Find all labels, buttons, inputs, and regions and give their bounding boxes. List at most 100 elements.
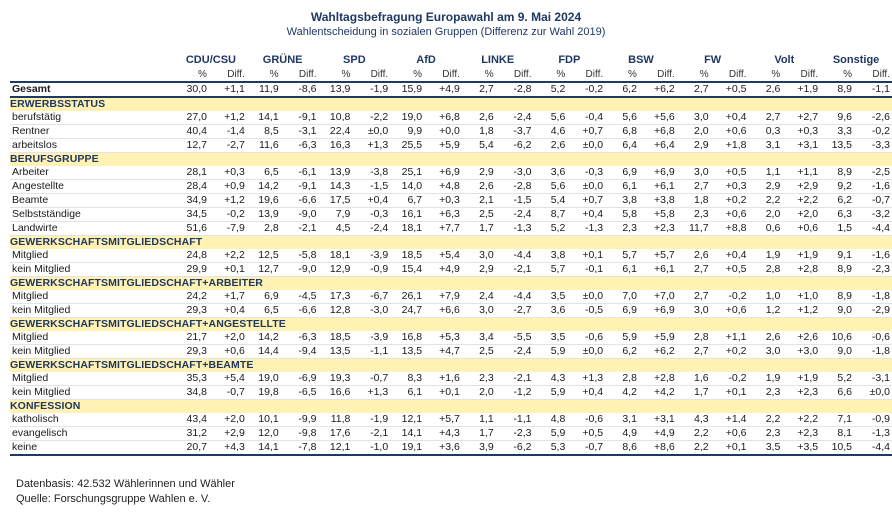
pct-cell: 8,7 bbox=[533, 207, 566, 222]
pct-cell: 18,5 bbox=[390, 249, 423, 263]
pct-cell: 2,7 bbox=[676, 262, 709, 277]
diff-cell: +1,7 bbox=[206, 290, 247, 304]
pct-cell: 3,6 bbox=[533, 303, 566, 318]
diff-cell: -1,4 bbox=[206, 124, 247, 139]
diff-header: Diff. bbox=[422, 68, 462, 83]
subheader-spacer bbox=[10, 68, 176, 83]
table-row: berufstätig 27,0 +1,2 14,1 -9,1 10,8 -2,2 19,0 +… bbox=[10, 111, 892, 125]
diff-cell: +7,9 bbox=[422, 290, 462, 304]
row-label: Rentner bbox=[10, 124, 176, 139]
diff-cell: ±0,0 bbox=[565, 138, 606, 153]
diff-cell: -2,1 bbox=[493, 262, 534, 277]
diff-cell: -4,4 bbox=[493, 290, 534, 304]
section-title: GEWERKSCHAFTSMITGLIEDSCHAFT+ANGESTELLTE bbox=[10, 317, 892, 331]
pct-cell: 6,1 bbox=[605, 179, 637, 194]
diff-cell: -2,1 bbox=[350, 426, 391, 441]
pct-cell: 19,0 bbox=[390, 111, 423, 125]
pct-cell: 40,4 bbox=[175, 124, 207, 139]
pct-cell: 19,6 bbox=[246, 193, 279, 208]
pct-cell: 5,2 bbox=[533, 221, 566, 236]
table-row: Landwirte 51,6 -7,9 2,8 -2,1 4,5 -2,4 18,1 +7,7 1… bbox=[10, 221, 892, 236]
section-title: GEWERKSCHAFTSMITGLIEDSCHAFT+ARBEITER bbox=[10, 276, 892, 290]
pct-cell: 3,5 bbox=[748, 440, 781, 456]
pct-cell: 12,7 bbox=[246, 262, 279, 277]
diff-cell: +0,1 bbox=[708, 440, 749, 456]
pct-cell: 1,8 bbox=[676, 193, 709, 208]
table-row: evangelisch 31,2 +2,9 12,0 -9,8 17,6 -2,1 14,1 +… bbox=[10, 426, 892, 441]
pct-cell: 1,2 bbox=[748, 303, 781, 318]
pct-cell: 3,0 bbox=[748, 344, 781, 359]
pct-cell: 9,0 bbox=[820, 344, 853, 359]
pct-cell: 1,7 bbox=[676, 385, 709, 400]
diff-header: Diff. bbox=[493, 68, 534, 83]
diff-cell: -0,2 bbox=[708, 290, 749, 304]
diff-cell: -0,5 bbox=[565, 303, 606, 318]
pct-cell: 3,9 bbox=[461, 440, 494, 456]
pct-cell: 2,7 bbox=[676, 82, 709, 98]
pct-cell: 2,3 bbox=[676, 207, 709, 222]
pct-cell: 14,3 bbox=[318, 179, 351, 194]
pct-cell: 2,6 bbox=[461, 111, 494, 125]
diff-cell: +1,1 bbox=[708, 331, 749, 345]
pct-cell: 34,5 bbox=[175, 207, 207, 222]
diff-cell: -2,8 bbox=[493, 82, 534, 98]
party-header: SPD bbox=[343, 53, 366, 66]
diff-cell: -0,6 bbox=[852, 331, 892, 345]
pct-cell: 0,3 bbox=[748, 124, 781, 139]
diff-cell: +0,4 bbox=[708, 111, 749, 125]
pct-cell: 19,1 bbox=[390, 440, 423, 456]
party-header: Sonstige bbox=[832, 53, 880, 66]
pct-cell: 29,9 bbox=[175, 262, 207, 277]
diff-cell: +4,3 bbox=[422, 426, 462, 441]
pct-cell: 4,2 bbox=[605, 385, 637, 400]
diff-cell: -0,2 bbox=[565, 82, 606, 98]
pct-cell: 3,0 bbox=[676, 166, 709, 180]
pct-cell: 6,5 bbox=[246, 166, 279, 180]
pct-cell: 2,3 bbox=[748, 426, 781, 441]
diff-header: Diff. bbox=[780, 68, 821, 83]
pct-cell: 9,6 bbox=[820, 111, 853, 125]
table-row: Rentner 40,4 -1,4 8,5 -3,1 22,4 ±0,0 9,9 +0,0 1,8… bbox=[10, 124, 892, 139]
diff-cell: -3,7 bbox=[493, 124, 534, 139]
pct-cell: 5,6 bbox=[533, 111, 566, 125]
diff-cell: -1,5 bbox=[493, 193, 534, 208]
pct-cell: 1,1 bbox=[748, 166, 781, 180]
section-header: GEWERKSCHAFTSMITGLIEDSCHAFT+BEAMTE bbox=[10, 358, 892, 372]
diff-cell: -2,4 bbox=[493, 207, 534, 222]
diff-cell: -9,8 bbox=[278, 426, 319, 441]
row-label: Beamte bbox=[10, 193, 176, 208]
diff-cell: +3,1 bbox=[780, 138, 821, 153]
pct-cell: 4,3 bbox=[533, 372, 566, 386]
pct-cell: 8,6 bbox=[605, 440, 637, 456]
pct-cell: 2,6 bbox=[748, 82, 781, 98]
diff-cell: -2,5 bbox=[852, 166, 892, 180]
pct-cell: 8,3 bbox=[390, 372, 423, 386]
pct-header: % bbox=[820, 68, 853, 83]
pct-cell: 6,9 bbox=[246, 290, 279, 304]
diff-cell: +1,0 bbox=[780, 290, 821, 304]
diff-header: Diff. bbox=[636, 68, 677, 83]
diff-cell: +0,1 bbox=[565, 249, 606, 263]
diff-cell: +1,6 bbox=[422, 372, 462, 386]
pct-cell: 2,5 bbox=[461, 344, 494, 359]
diff-cell: -0,1 bbox=[565, 262, 606, 277]
pct-header: % bbox=[461, 68, 494, 83]
diff-cell: +8,8 bbox=[708, 221, 749, 236]
diff-cell: +6,9 bbox=[636, 166, 677, 180]
page-subtitle: Wahlentscheidung in sozialen Gruppen (Di… bbox=[286, 26, 606, 38]
diff-cell: +2,3 bbox=[636, 221, 677, 236]
diff-cell: -2,6 bbox=[852, 111, 892, 125]
pct-header: % bbox=[318, 68, 351, 83]
pct-cell: 11,7 bbox=[676, 221, 709, 236]
pct-cell: 13,5 bbox=[820, 138, 853, 153]
pct-cell: 2,6 bbox=[461, 179, 494, 194]
pct-cell: 2,2 bbox=[748, 193, 781, 208]
diff-cell: +0,4 bbox=[565, 207, 606, 222]
diff-cell: -9,0 bbox=[278, 207, 319, 222]
diff-cell: +0,6 bbox=[780, 221, 821, 236]
diff-cell: +6,8 bbox=[636, 124, 677, 139]
pct-cell: 3,6 bbox=[533, 166, 566, 180]
diff-cell: +0,3 bbox=[206, 166, 247, 180]
diff-cell: -1,1 bbox=[493, 413, 534, 427]
diff-cell: +0,6 bbox=[708, 303, 749, 318]
